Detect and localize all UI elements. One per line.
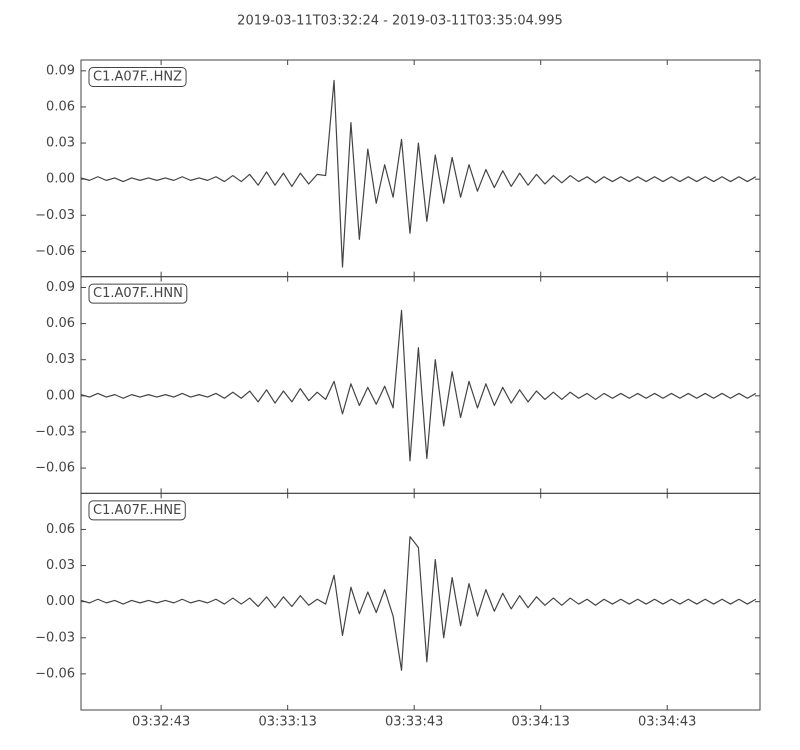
y-tick-label: 0.00 — [46, 388, 75, 403]
chart-title: 2019-03-11T03:32:24 - 2019-03-11T03:35:0… — [237, 14, 563, 29]
trace-label: C1.A07F..HNZ — [93, 70, 182, 85]
y-tick-label: 0.09 — [46, 280, 75, 295]
panel-frame — [80, 492, 761, 711]
y-tick-label: 0.00 — [46, 594, 75, 609]
trace-label: C1.A07F..HNN — [93, 286, 183, 301]
panel-frame — [80, 59, 761, 278]
waveform — [80, 309, 757, 462]
panel-frame — [80, 276, 761, 494]
y-tick-label: 0.03 — [46, 558, 75, 573]
x-tick-label: 03:33:43 — [385, 715, 443, 730]
y-tick-label: −0.03 — [35, 208, 75, 223]
waveform — [80, 536, 757, 671]
x-tick-label: 03:32:43 — [132, 715, 190, 730]
y-tick-label: −0.06 — [35, 666, 75, 681]
y-tick-label: −0.06 — [35, 244, 75, 259]
waveform — [80, 79, 757, 268]
x-tick-label: 03:34:13 — [512, 715, 570, 730]
x-tick-label: 03:33:13 — [258, 715, 316, 730]
y-tick-label: 0.03 — [46, 136, 75, 151]
trace-label-box — [88, 283, 188, 304]
trace-label-box — [88, 67, 187, 87]
y-tick-label: −0.03 — [35, 424, 75, 439]
y-tick-label: 0.06 — [46, 99, 75, 114]
trace-label-box — [88, 500, 186, 521]
y-tick-label: 0.06 — [46, 522, 75, 537]
y-tick-label: 0.06 — [46, 316, 75, 331]
trace-label: C1.A07F..HNE — [93, 503, 181, 518]
y-tick-label: −0.03 — [35, 630, 75, 645]
y-tick-label: −0.06 — [35, 461, 75, 476]
y-tick-label: 0.09 — [46, 63, 75, 78]
y-tick-label: 0.03 — [46, 352, 75, 367]
y-tick-label: 0.00 — [46, 172, 75, 187]
x-tick-label: 03:34:43 — [638, 715, 696, 730]
